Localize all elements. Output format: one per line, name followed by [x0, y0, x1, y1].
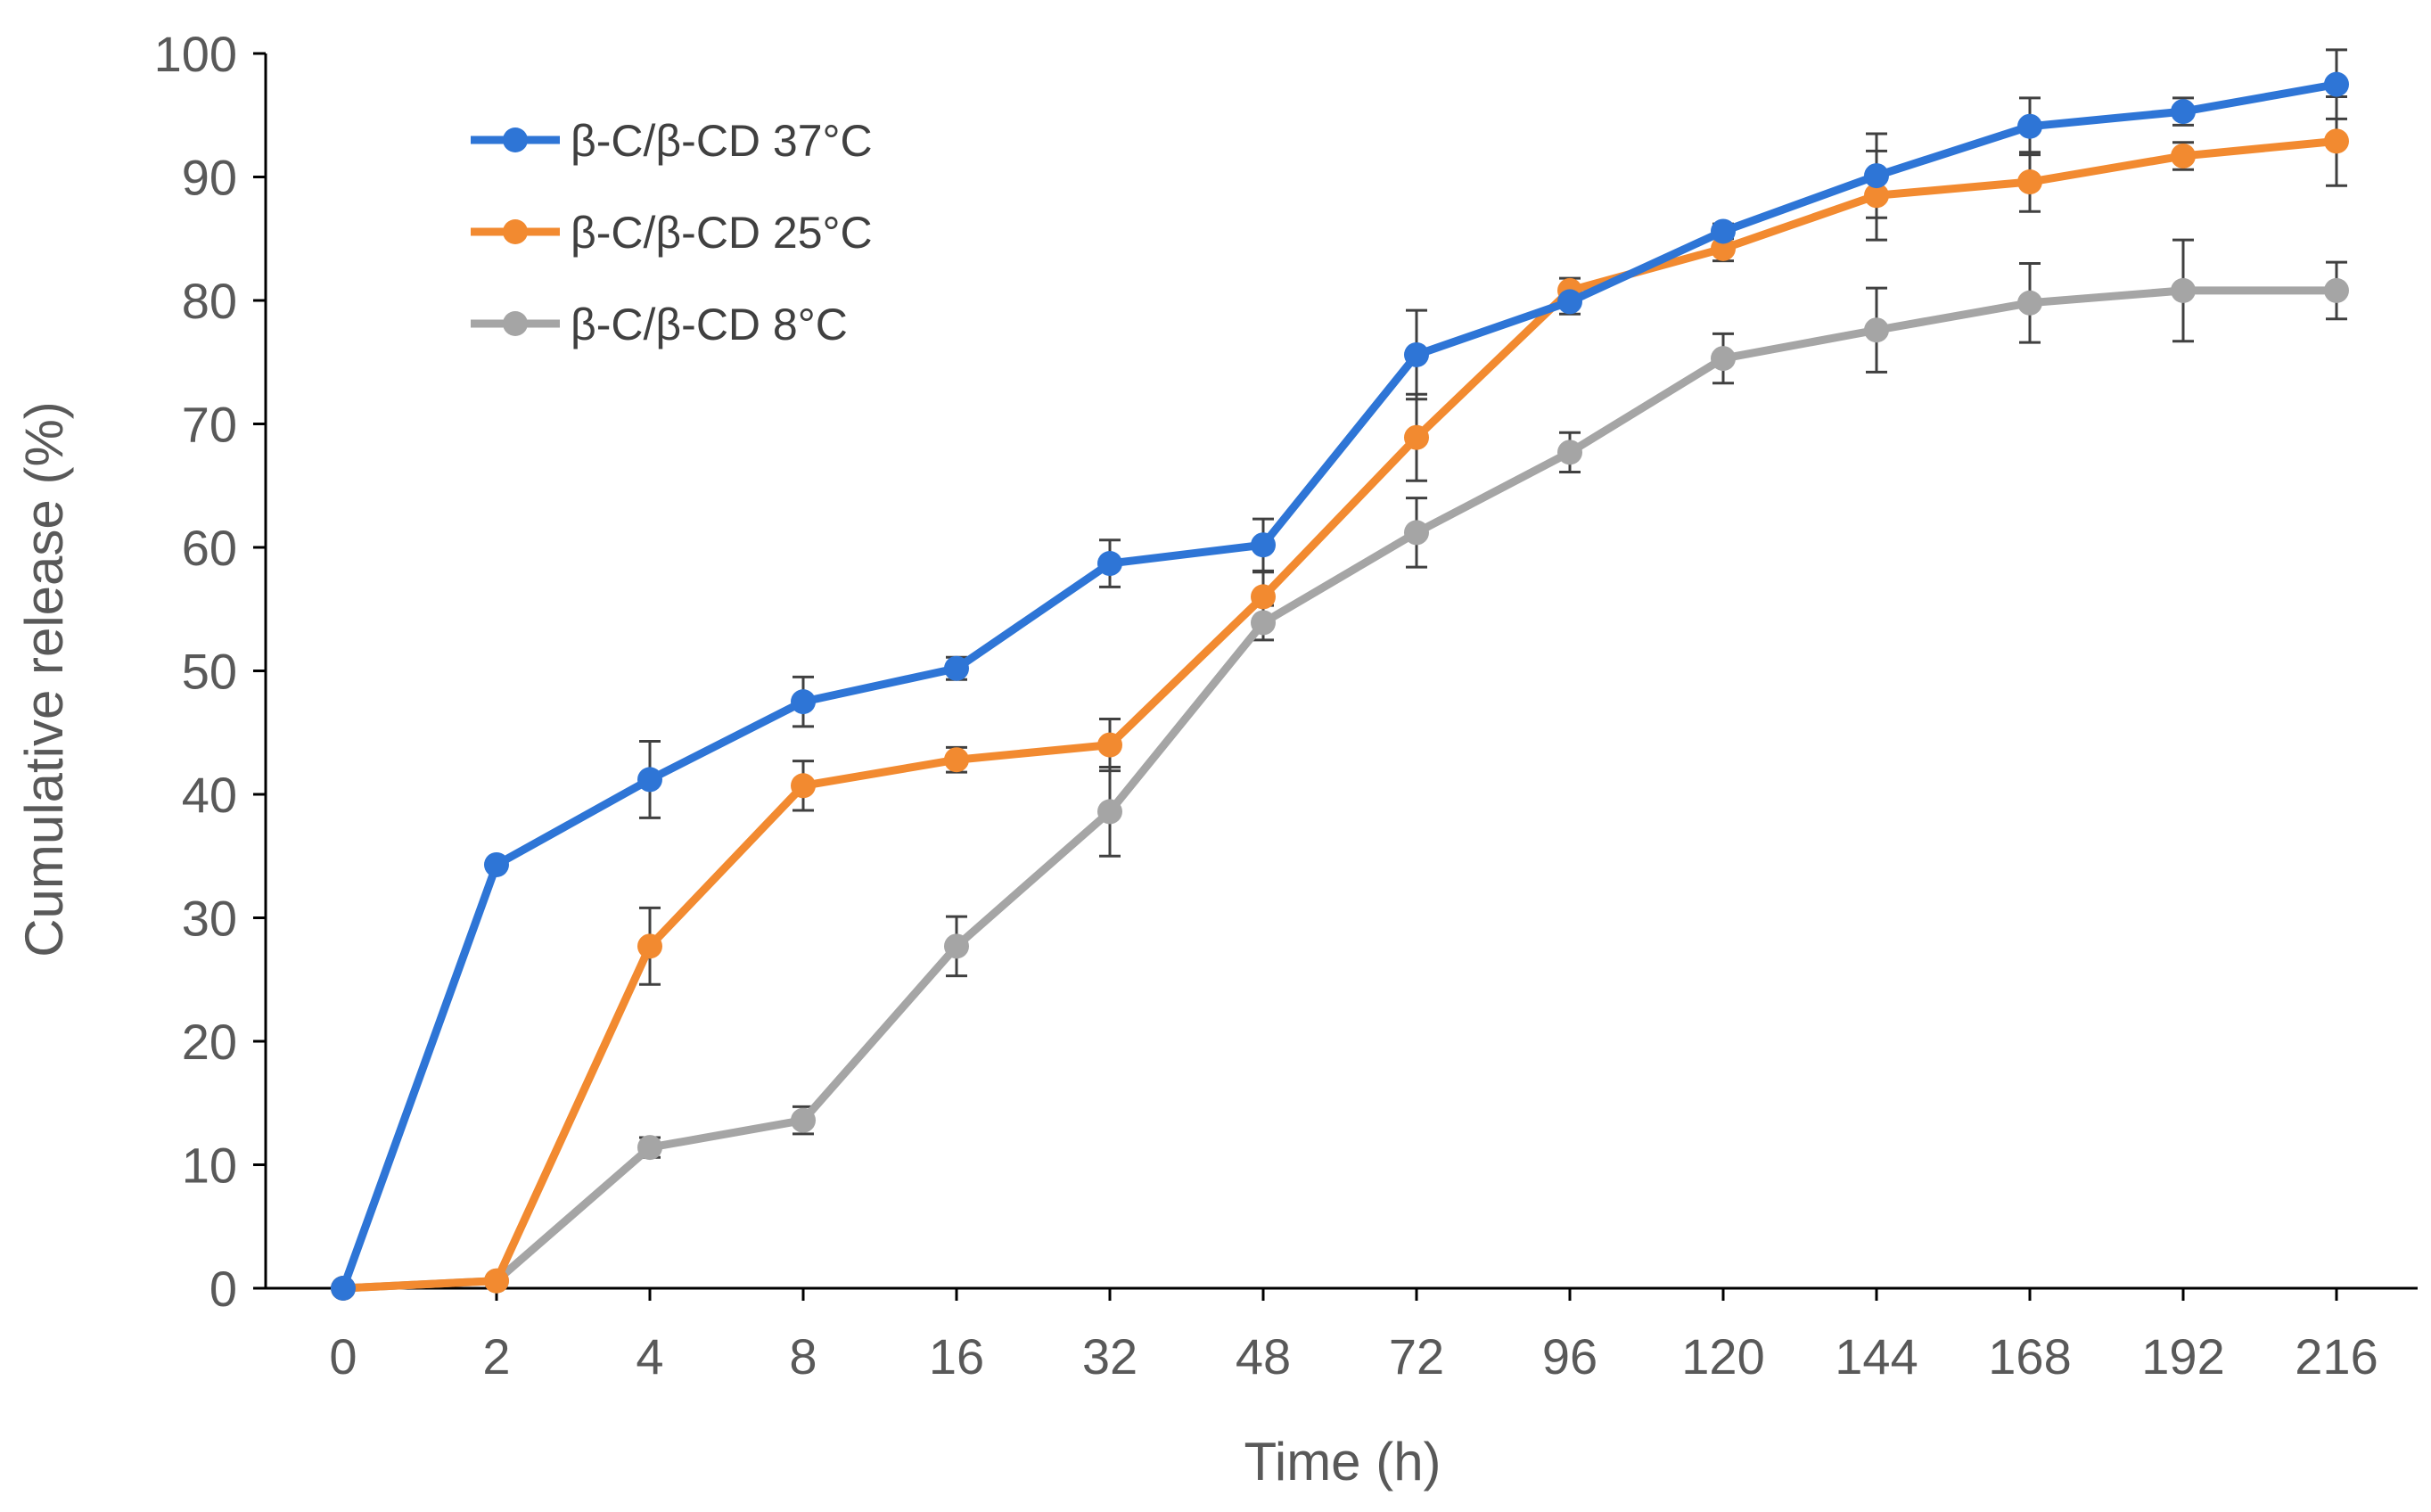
data-point [637, 767, 662, 793]
data-point [944, 747, 969, 773]
y-tick-label: 0 [209, 1261, 237, 1317]
data-point [1557, 289, 1582, 315]
x-tick-label: 4 [636, 1328, 663, 1385]
x-tick-label: 120 [1681, 1328, 1764, 1385]
x-tick-label: 2 [482, 1328, 510, 1385]
y-tick-label: 30 [182, 891, 237, 947]
legend-entry: β-C/β-CD 8°C [471, 300, 848, 349]
legend-entry: β-C/β-CD 25°C [471, 208, 873, 258]
x-axis-title: Time (h) [1244, 1432, 1441, 1491]
x-tick-label: 72 [1389, 1328, 1444, 1385]
series-line [342, 286, 2337, 1293]
legend-label: β-C/β-CD 25°C [571, 208, 873, 258]
data-point [944, 933, 969, 959]
data-point [1251, 584, 1276, 610]
legend-entry: β-C/β-CD 37°C [471, 116, 873, 166]
x-tick-label: 168 [1988, 1328, 2071, 1385]
data-point [2324, 71, 2349, 97]
data-point [1251, 532, 1276, 558]
data-point [1711, 235, 1736, 261]
data-point [791, 689, 816, 715]
data-point [2017, 290, 2042, 316]
x-tick-label: 144 [1835, 1328, 1918, 1385]
data-point [1097, 732, 1122, 758]
y-tick-label: 60 [182, 520, 237, 576]
data-point [1097, 799, 1122, 825]
data-point [1864, 183, 1889, 209]
data-point [1557, 440, 1582, 465]
legend-label: β-C/β-CD 8°C [571, 300, 848, 349]
data-point [1404, 520, 1429, 546]
y-tick-label: 50 [182, 644, 237, 700]
series-line [339, 80, 2337, 1290]
y-tick-label: 20 [182, 1014, 237, 1070]
data-point [2171, 143, 2196, 168]
x-tick-label: 8 [789, 1328, 817, 1385]
x-tick-label: 192 [2141, 1328, 2224, 1385]
data-point [944, 655, 969, 681]
axes [253, 52, 2418, 1301]
data-point [2017, 113, 2042, 139]
x-tick-label: 0 [329, 1328, 357, 1385]
data-point [637, 1135, 662, 1161]
data-point [791, 1107, 816, 1133]
data-point [1711, 346, 1736, 372]
x-tick-label: 48 [1236, 1328, 1291, 1385]
y-tick-label: 40 [182, 767, 237, 823]
data-point [1711, 218, 1736, 244]
data-point [637, 933, 662, 959]
x-tick-label: 32 [1082, 1328, 1137, 1385]
y-tick-label: 10 [182, 1138, 237, 1194]
series-line [342, 136, 2337, 1293]
legend: β-C/β-CD 37°C β-C/β-CD 25°C β-C/β-CD 8°C [471, 116, 873, 349]
data-point [2324, 128, 2349, 154]
legend-marker [503, 127, 528, 152]
y-tick-label: 80 [182, 273, 237, 329]
data-point [2171, 99, 2196, 125]
y-tick-label: 100 [154, 26, 237, 82]
data-point [1864, 317, 1889, 343]
data-point [1097, 551, 1122, 577]
data-point [1404, 424, 1429, 450]
data-point [791, 773, 816, 799]
data-point [2171, 277, 2196, 303]
data-point [1251, 610, 1276, 636]
y-tick-label: 90 [182, 150, 237, 206]
legend-label: β-C/β-CD 37°C [571, 116, 873, 166]
data-point [331, 1276, 356, 1301]
x-tick-label: 96 [1542, 1328, 1597, 1385]
data-point [484, 1268, 509, 1294]
data-point [2017, 169, 2042, 195]
data-point [1864, 163, 1889, 189]
x-tick-label: 16 [929, 1328, 984, 1385]
series [331, 71, 2349, 1301]
y-axis-title: Cumulative release (%) [14, 401, 74, 957]
legend-marker [503, 311, 528, 336]
data-point [484, 851, 509, 877]
error-bars [639, 48, 2347, 1159]
data-point [2324, 277, 2349, 303]
y-tick-label: 70 [182, 397, 237, 453]
legend-marker [503, 219, 528, 244]
data-point [1404, 341, 1429, 367]
x-tick-label: 216 [2295, 1328, 2378, 1385]
